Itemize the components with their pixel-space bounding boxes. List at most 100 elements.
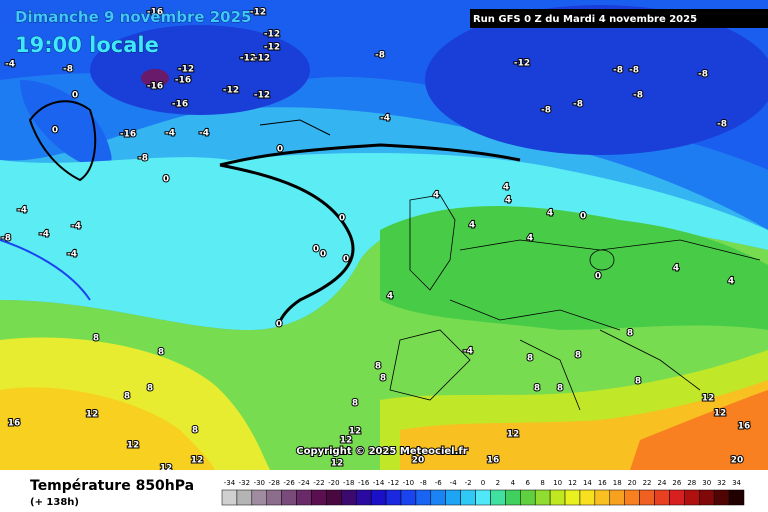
contour-label: 12 [714,409,727,419]
legend-tick-label: 16 [598,479,607,487]
legend-tick-label: 18 [613,479,622,487]
contour-label: -4 [71,222,81,232]
contour-label: 8 [158,348,164,358]
contour-label: 0 [277,145,283,155]
legend-tick-label: -28 [268,479,279,487]
footer-lead: (+ 138h) [30,497,79,508]
legend-tick-label: 8 [540,479,544,487]
contour-label: -8 [613,66,623,76]
legend-swatch [564,489,581,506]
legend-tick-label: -30 [254,479,265,487]
legend-swatch [594,489,611,506]
contour-label: 0 [595,272,601,282]
legend-tick-label: -10 [403,479,414,487]
contour-label: -8 [717,120,727,130]
legend-tick-label: 20 [628,479,637,487]
contour-label: -12 [514,59,530,69]
legend-tick-label: -32 [239,479,250,487]
contour-label: 4 [547,209,553,219]
contour-label: -16 [175,76,191,86]
legend-swatch [251,489,267,506]
contour-label: 8 [93,334,99,344]
contour-label: 4 [728,277,734,287]
contour-label: -4 [17,206,27,216]
contour-label: 12 [127,441,140,451]
legend-swatch [430,489,446,506]
legend-swatch [579,489,596,506]
legend-swatch [370,489,387,506]
contour-label: -12 [254,54,270,64]
contour-label: 0 [276,320,282,330]
contour-label: -12 [254,91,270,101]
legend-tick-label: -12 [388,479,399,487]
contour-label: -4 [380,114,390,124]
legend-tick-label: 12 [568,479,577,487]
legend-swatch [236,489,253,506]
contour-label: 12 [191,456,204,466]
forecast-date: Dimanche 9 novembre 2025 [15,8,252,26]
legend-swatch [624,489,640,506]
contour-label: -8 [573,100,583,110]
contour-labels: -16 -12-12-12-12-12-4 -8 -12-16-16-16-12 -12… [0,7,751,475]
contour-label: 16 [8,419,21,429]
contour-label: 4 [503,183,509,193]
legend-swatch [490,489,506,506]
contour-label: 0 [580,212,586,222]
legend-tick-label: -4 [450,479,458,487]
legend-tick-label: 6 [526,479,531,487]
legend-tick-label: -26 [283,479,295,487]
legend-swatch [296,489,312,506]
contour-label: -8 [698,70,708,80]
contour-label: 8 [352,399,358,409]
contour-label: 0 [320,250,326,260]
run-info: Run GFS 0 Z du Mardi 4 novembre 2025 [473,14,697,25]
contour-label: -4 [67,250,77,260]
contour-label: 4 [505,196,511,206]
legend-swatch [460,489,476,506]
contour-label: 8 [527,354,533,364]
contour-label: 12 [331,459,344,469]
contour-label: 8 [557,384,563,394]
contour-label: -8 [629,66,639,76]
contour-label: -4 [165,129,175,139]
legend-swatch [654,489,670,506]
contour-label: -12 [264,43,280,53]
legend-tick-label: -20 [328,479,339,487]
contour-label: -12 [264,30,280,40]
contour-label: 4 [469,221,475,231]
legend-tick-label: -2 [465,479,472,487]
contour-label: 12 [349,427,362,437]
contour-label: 12 [340,436,353,446]
contour-label: 20 [731,456,744,466]
forecast-time: 19:00 locale [15,33,159,57]
contour-label: 0 [339,214,345,224]
legend-tick-label: 10 [553,479,562,487]
legend-swatch [728,489,745,506]
legend-swatch [341,489,357,506]
legend-swatch [475,489,491,506]
legend-swatch [669,489,685,506]
contour-label: -16 [172,100,188,110]
contour-label: 4 [387,292,393,302]
contour-label: -8 [375,51,385,61]
legend-swatch [266,489,282,506]
contour-label: 0 [52,126,58,136]
legend-tick-label: -8 [420,479,427,487]
contour-label: 0 [343,255,349,265]
contour-label: 4 [433,191,439,201]
contour-label: -4 [39,230,49,240]
map-background [0,0,768,470]
legend-swatch [534,489,551,506]
legend-swatch [549,489,566,506]
contour-label: 8 [380,374,386,384]
legend-tick-label: -34 [224,479,236,487]
legend-swatch [281,489,297,506]
footer-title: Température 850hPa [30,478,194,494]
legend-tick-label: -22 [313,479,324,487]
contour-label: 8 [635,377,641,387]
legend-swatch [639,489,655,506]
legend-tick-label: 30 [702,479,711,487]
contour-label: 12 [702,394,715,404]
contour-label: -8 [1,234,11,244]
legend-tick-label: 2 [496,479,500,487]
